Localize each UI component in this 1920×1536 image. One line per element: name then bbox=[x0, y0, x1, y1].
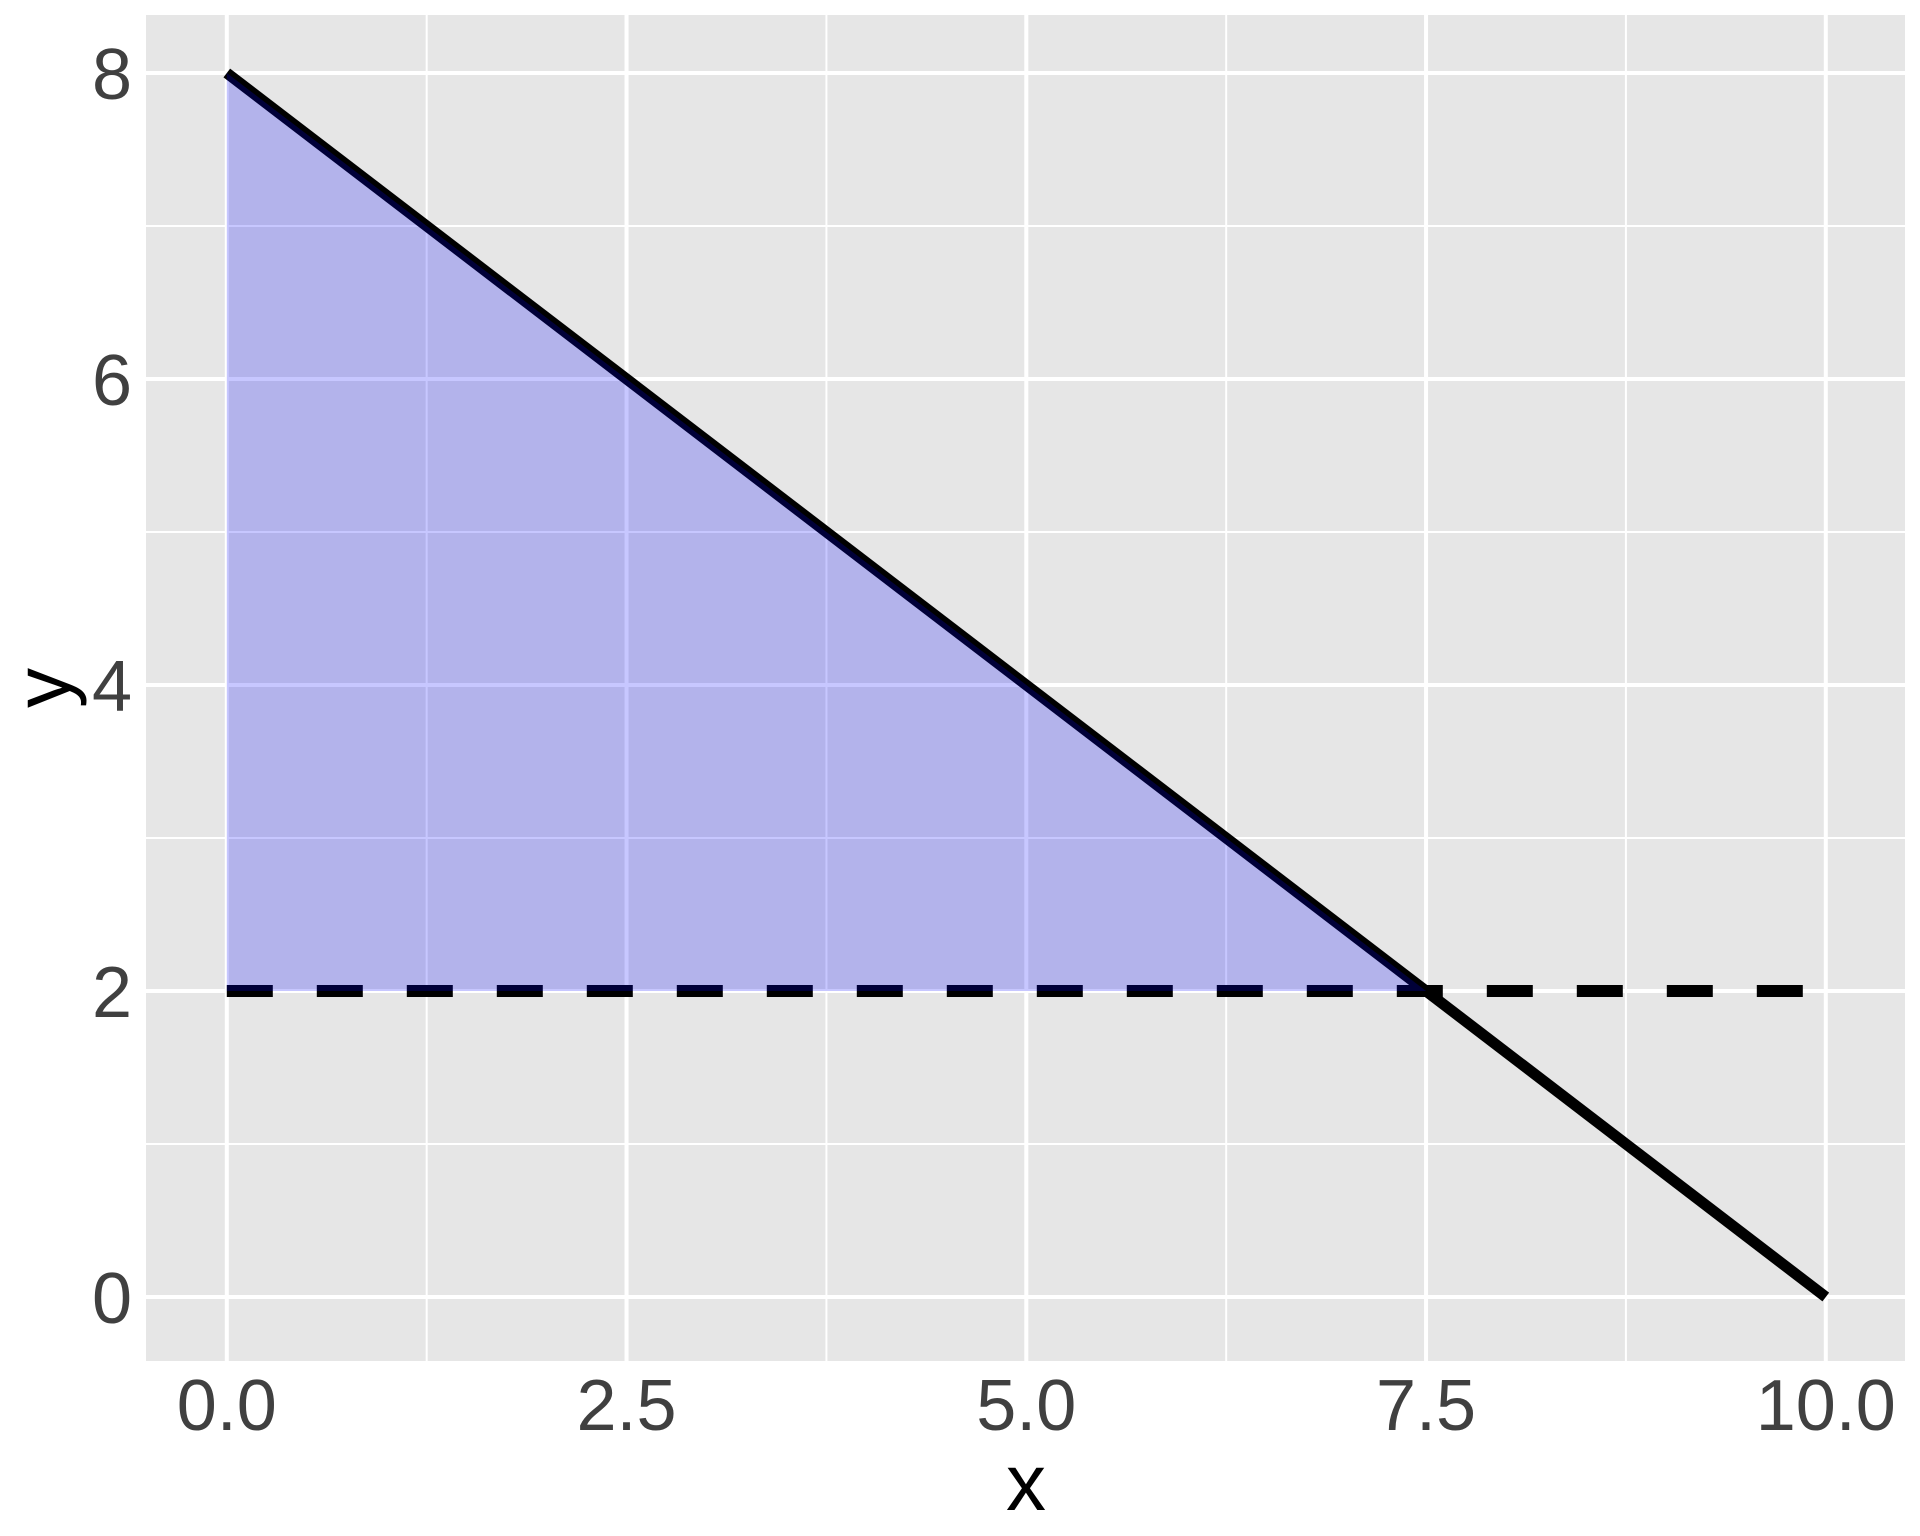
shaded-region-layer bbox=[226, 73, 1427, 991]
y-tick-label: 8 bbox=[92, 35, 132, 115]
data-lines bbox=[223, 68, 1830, 1302]
y-axis-title: y bbox=[0, 668, 87, 708]
x-tick-label: 7.5 bbox=[1376, 1366, 1476, 1446]
y-tick-label: 6 bbox=[92, 341, 132, 421]
x-tick-label: 10.0 bbox=[1756, 1366, 1896, 1446]
x-axis-title: x bbox=[1006, 1438, 1046, 1527]
y-tick-label: 4 bbox=[92, 647, 132, 727]
x-tick-label: 0.0 bbox=[177, 1366, 277, 1446]
y-tick-label: 0 bbox=[92, 1259, 132, 1339]
x-tick-label: 5.0 bbox=[976, 1366, 1076, 1446]
solid-boundary-line bbox=[223, 68, 1830, 1302]
x-tick-label: 2.5 bbox=[577, 1366, 677, 1446]
feasible-region bbox=[226, 73, 1427, 991]
tick-labels: 0 2 4 6 8 0.0 2.5 5.0 7.5 10.0 bbox=[92, 35, 1896, 1446]
y-tick-label: 2 bbox=[92, 953, 132, 1033]
